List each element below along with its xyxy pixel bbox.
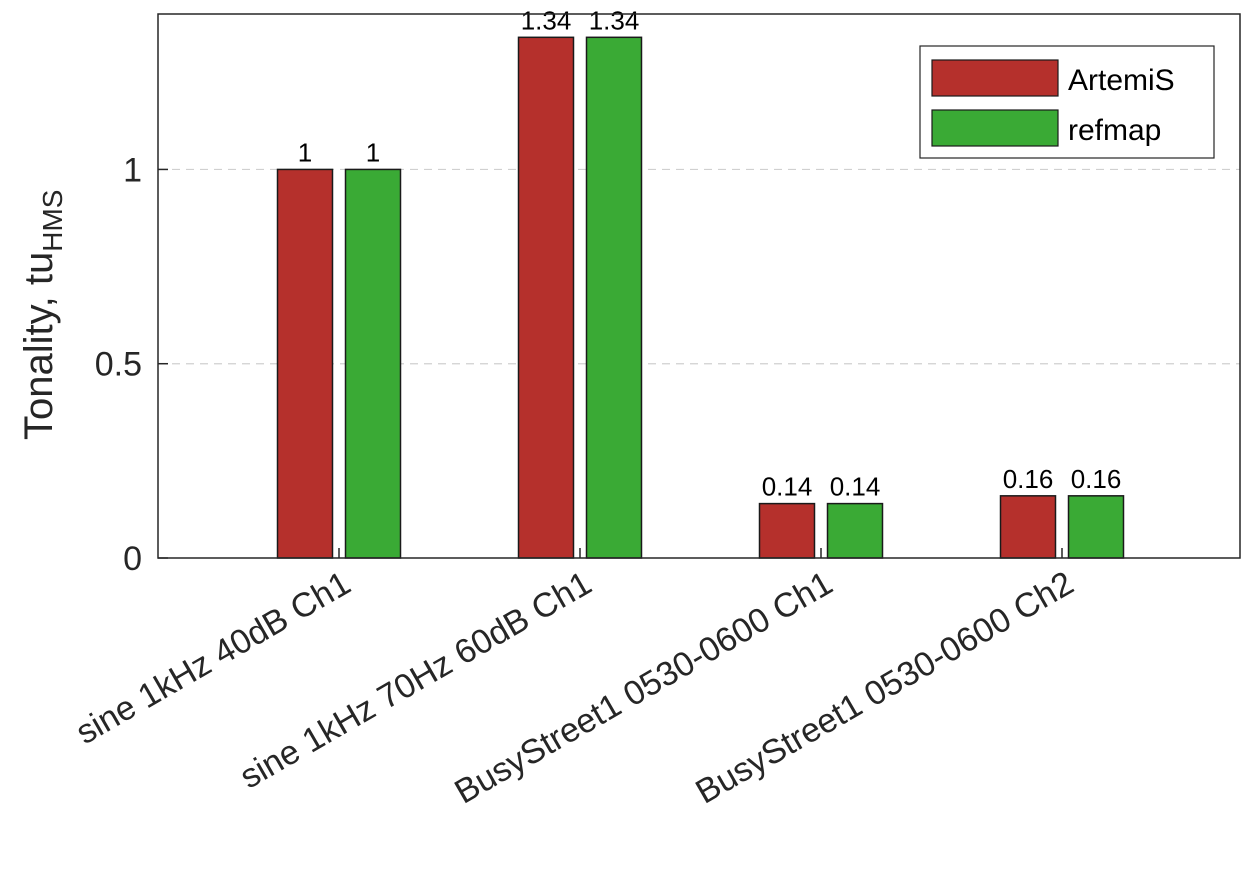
data-label: 0.14 <box>830 472 881 502</box>
legend: ArtemiS refmap <box>919 45 1215 159</box>
x-category-label: BusyStreet1 0530-0600 Ch2 <box>689 564 1080 811</box>
y-tick-label: 0 <box>123 540 142 578</box>
y-tick-label: 0.5 <box>95 346 142 384</box>
bar-refmap-2 <box>826 502 884 559</box>
y-axis-label-subscript: HMS <box>37 190 68 252</box>
data-labels: 1 1 1.34 1.34 0.14 0.14 0.16 0.16 <box>298 5 1122 501</box>
data-label: 1 <box>298 137 312 167</box>
bar-refmap-3 <box>1067 495 1125 559</box>
y-tick-labels: 00.51 <box>95 151 142 578</box>
legend-swatch-artemis <box>931 59 1059 97</box>
x-category-label: BusyStreet1 0530-0600 Ch1 <box>448 564 839 811</box>
bar-artemis-3 <box>999 495 1057 559</box>
bars <box>276 36 1125 559</box>
bar-refmap-1 <box>585 36 643 559</box>
data-label: 1 <box>366 137 380 167</box>
legend-label-artemis: ArtemiS <box>1068 64 1175 97</box>
data-label: 1.34 <box>589 5 640 35</box>
bar-artemis-2 <box>758 502 816 559</box>
y-tick-label: 1 <box>123 151 142 189</box>
grid-lines <box>158 168 1240 365</box>
y-axis-label-main: Tonality, tu <box>17 252 61 440</box>
legend-label-refmap: refmap <box>1068 114 1161 147</box>
data-label: 0.16 <box>1071 464 1122 494</box>
bar-artemis-1 <box>517 36 575 559</box>
data-label: 1.34 <box>521 5 572 35</box>
bar-refmap-0 <box>344 168 402 559</box>
bar-artemis-0 <box>276 168 334 559</box>
y-axis-label: Tonality, tuHMS <box>17 190 68 440</box>
plot-frame <box>157 13 1241 559</box>
data-label: 0.14 <box>762 472 813 502</box>
axis-ticks <box>158 168 1063 559</box>
data-label: 0.16 <box>1003 464 1054 494</box>
legend-swatch-refmap <box>931 109 1059 147</box>
